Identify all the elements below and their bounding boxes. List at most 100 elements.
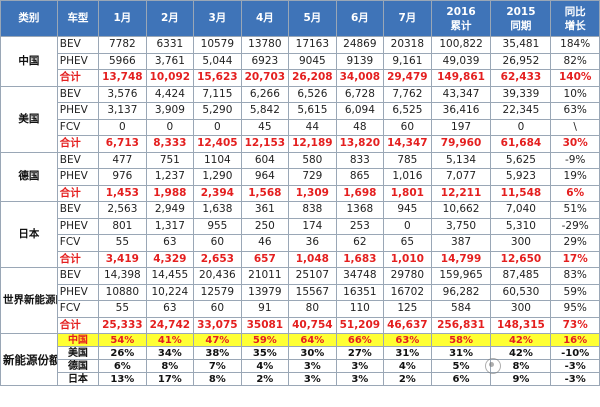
value-cell: 174 bbox=[288, 217, 337, 235]
header-2016-label: 累计 bbox=[450, 19, 472, 32]
value-cell: 21011 bbox=[240, 267, 290, 285]
share-country-cell: 日本 bbox=[56, 372, 100, 386]
value-cell: 945 bbox=[383, 201, 432, 219]
value-cell: 3,750 bbox=[430, 217, 492, 235]
value-cell: 11,548 bbox=[490, 184, 552, 202]
value-cell: 0 bbox=[98, 118, 147, 136]
value-cell: 10880 bbox=[98, 283, 147, 301]
value-cell: 1,988 bbox=[145, 184, 195, 202]
value-cell: 184% bbox=[550, 36, 600, 54]
value-cell: 16351 bbox=[335, 283, 385, 301]
share-value-cell: 47% bbox=[193, 333, 242, 347]
value-cell: -29% bbox=[550, 217, 600, 235]
value-cell: 6% bbox=[550, 184, 600, 202]
model-type-cell: 合计 bbox=[56, 316, 100, 334]
value-cell: 26,952 bbox=[490, 52, 552, 70]
value-cell: 3,761 bbox=[145, 52, 195, 70]
watermark bbox=[485, 355, 595, 377]
value-cell: 7782 bbox=[98, 36, 147, 54]
value-cell: 1,010 bbox=[383, 250, 432, 268]
value-cell: 5,625 bbox=[490, 151, 552, 169]
value-cell: 0 bbox=[193, 118, 242, 136]
value-cell: 12,211 bbox=[430, 184, 492, 202]
model-type-cell: BEV bbox=[56, 201, 100, 219]
share-value-cell: 66% bbox=[335, 333, 385, 347]
value-cell: -9% bbox=[550, 151, 600, 169]
value-cell: 6331 bbox=[145, 36, 195, 54]
value-cell: 5,923 bbox=[490, 168, 552, 186]
value-cell: 16702 bbox=[383, 283, 432, 301]
value-cell: 5,044 bbox=[193, 52, 242, 70]
header-jun: 6月 bbox=[335, 0, 385, 37]
value-cell: 1,309 bbox=[288, 184, 337, 202]
table-row: 美国 BEV 3,576 4,424 7,115 6,266 6,526 6,728 7,762… bbox=[0, 85, 600, 153]
model-type-cell: PHEV bbox=[56, 52, 100, 70]
value-cell: 39,339 bbox=[490, 85, 552, 103]
value-cell: 300 bbox=[490, 234, 552, 252]
sales-table: 类别 车型 1月 2月 3月 4月 5月 6月 7月 2016 累计 2015 … bbox=[0, 0, 600, 386]
share-value-cell: 2% bbox=[383, 372, 432, 386]
share-value-cell: 38% bbox=[193, 346, 242, 360]
value-cell: 256,831 bbox=[430, 316, 492, 334]
share-country-cell: 美国 bbox=[56, 346, 100, 360]
share-value-cell: 5% bbox=[430, 359, 492, 373]
total-row: 合计 1,453 1,988 2,394 1,568 1,309 1,698 1,801 12,… bbox=[1, 184, 600, 202]
header-2016-year: 2016 bbox=[446, 5, 476, 18]
value-cell: 15567 bbox=[288, 283, 337, 301]
value-cell: 6,713 bbox=[98, 135, 147, 153]
value-cell: 1,016 bbox=[383, 168, 432, 186]
table-row: PHEV 5966 3,761 5,044 6923 9045 9139 9,161 49,03… bbox=[1, 52, 600, 70]
value-cell: 43,347 bbox=[430, 85, 492, 103]
value-cell: 300 bbox=[490, 300, 552, 318]
header-mar: 3月 bbox=[193, 0, 242, 37]
share-value-cell: 3% bbox=[335, 359, 385, 373]
value-cell: 1,683 bbox=[335, 250, 385, 268]
value-cell: 12,189 bbox=[288, 135, 337, 153]
value-cell: 361 bbox=[240, 201, 290, 219]
value-cell: 3,909 bbox=[145, 102, 195, 120]
header-model: 车型 bbox=[56, 0, 100, 37]
value-cell: 1,568 bbox=[240, 184, 290, 202]
value-cell: 7,115 bbox=[193, 85, 242, 103]
value-cell: 1,290 bbox=[193, 168, 242, 186]
share-country-cell: 德国 bbox=[56, 359, 100, 373]
value-cell: 955 bbox=[193, 217, 242, 235]
share-value-cell: 54% bbox=[98, 333, 147, 347]
value-cell: 60 bbox=[383, 118, 432, 136]
value-cell: 10,224 bbox=[145, 283, 195, 301]
value-cell: 29,479 bbox=[383, 69, 432, 87]
value-cell: 65 bbox=[383, 234, 432, 252]
table-row: 德国 BEV 477 751 1104 604 580 833 785 5,134 5,625 -9% bbox=[0, 151, 600, 202]
header-2016-cumulative: 2016 累计 bbox=[430, 0, 492, 37]
model-type-cell: 合计 bbox=[56, 69, 100, 87]
value-cell: 33,075 bbox=[193, 316, 242, 334]
value-cell: 100,822 bbox=[430, 36, 492, 54]
table-body: 中国 BEV 7782 6331 10579 13780 17163 24869 20318 10… bbox=[0, 36, 600, 386]
region-label: 美国 bbox=[0, 85, 58, 153]
value-cell: 17163 bbox=[288, 36, 337, 54]
share-value-cell: -10% bbox=[550, 346, 600, 360]
share-value-cell: 4% bbox=[383, 359, 432, 373]
value-cell: 604 bbox=[240, 151, 290, 169]
value-cell: 149,861 bbox=[430, 69, 492, 87]
share-value-cell: 2% bbox=[240, 372, 290, 386]
value-cell: 9,161 bbox=[383, 52, 432, 70]
value-cell: 79,960 bbox=[430, 135, 492, 153]
value-cell: 4,424 bbox=[145, 85, 195, 103]
share-value-cell: 9% bbox=[490, 372, 552, 386]
share-value-cell: 6% bbox=[98, 359, 147, 373]
value-cell: 25,333 bbox=[98, 316, 147, 334]
header-row: 类别 车型 1月 2月 3月 4月 5月 6月 7月 2016 累计 2015 … bbox=[0, 0, 600, 37]
value-cell: 250 bbox=[240, 217, 290, 235]
header-category: 类别 bbox=[0, 0, 58, 37]
value-cell: 25107 bbox=[288, 267, 337, 285]
share-value-cell: 59% bbox=[240, 333, 290, 347]
table-row: PHEV 10880 10,224 12579 13979 15567 16351 16702… bbox=[1, 283, 600, 301]
value-cell: 14,455 bbox=[145, 267, 195, 285]
value-cell: 62,433 bbox=[490, 69, 552, 87]
share-value-cell: 8% bbox=[145, 359, 195, 373]
value-cell: 7,040 bbox=[490, 201, 552, 219]
region-label: 德国 bbox=[0, 151, 58, 202]
value-cell: 0 bbox=[490, 118, 552, 136]
model-type-cell: PHEV bbox=[56, 168, 100, 186]
